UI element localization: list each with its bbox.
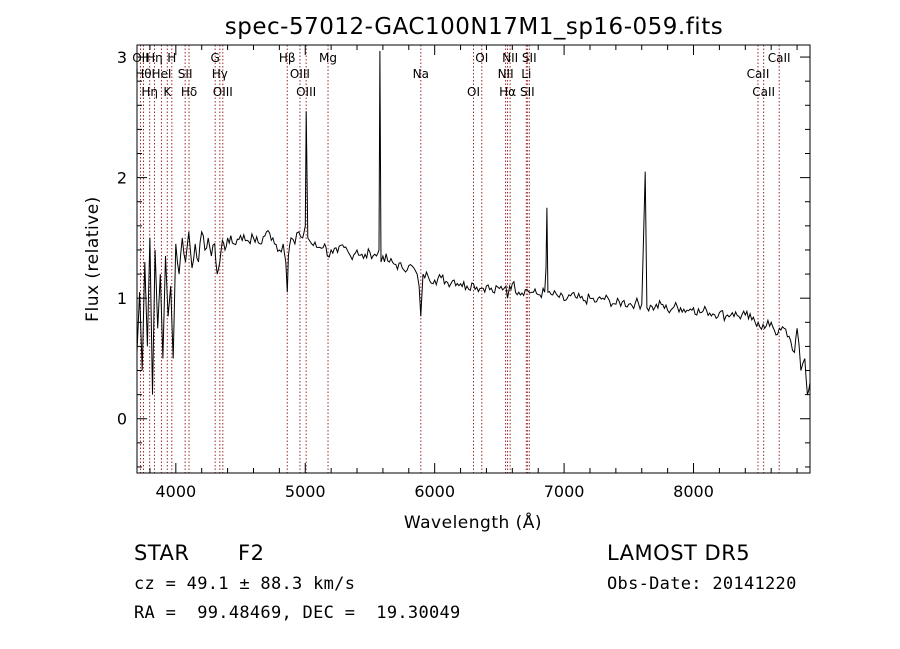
line-markers xyxy=(139,45,780,473)
line-marker-label: OII xyxy=(132,51,149,65)
line-marker-label: CaII xyxy=(747,67,770,81)
x-tick-label: 8000 xyxy=(673,482,714,501)
line-marker-label: OIII xyxy=(296,85,316,99)
line-marker-labels: OIIHθHηHηHeIKHSIIHδGHγOIIIHβOIIIOIIIMgNa… xyxy=(132,51,790,99)
x-tick-label: 6000 xyxy=(414,482,455,501)
line-marker-label: Mg xyxy=(319,51,337,65)
line-marker-label: HeI xyxy=(151,67,171,81)
y-axis-ticks: 0 1 2 3 xyxy=(117,48,810,468)
survey-name: LAMOST DR5 xyxy=(607,541,751,565)
line-marker-label: Li xyxy=(521,67,531,81)
y-tick-label: 2 xyxy=(117,169,127,188)
line-marker-label: H xyxy=(167,51,176,65)
coordinates-readout: RA = 99.48469, DEC = 19.30049 xyxy=(134,603,461,623)
line-marker-label: CaII xyxy=(752,85,775,99)
line-marker-label: NII xyxy=(502,51,518,65)
y-tick-label: 3 xyxy=(117,48,127,67)
y-tick-label: 0 xyxy=(117,410,127,429)
line-marker-label: NII xyxy=(498,67,514,81)
x-tick-label: 5000 xyxy=(285,482,326,501)
line-marker-label: SII xyxy=(520,85,535,99)
spectrum-line xyxy=(136,50,811,395)
x-axis-ticks: 4000 5000 6000 7000 8000 xyxy=(149,45,798,501)
plot-frame xyxy=(136,44,811,474)
x-tick-label: 4000 xyxy=(155,482,196,501)
line-marker-label: CaII xyxy=(768,51,791,65)
line-marker-label: Na xyxy=(413,67,429,81)
chart-title: spec-57012-GAC100N17M1_sp16-059.fits xyxy=(225,14,723,40)
line-marker-label: OIII xyxy=(290,67,310,81)
line-marker-label: OI xyxy=(475,51,488,65)
line-marker-label: K xyxy=(163,85,172,99)
line-marker-label: Hη xyxy=(141,85,158,99)
line-marker-label: Hδ xyxy=(181,85,197,99)
line-marker-label: Hα xyxy=(499,85,516,99)
spectrum-series xyxy=(136,50,811,395)
object-class: STAR xyxy=(134,541,190,565)
redshift-readout: cz = 49.1 ± 88.3 km/s xyxy=(134,574,356,594)
line-marker-label: SII xyxy=(522,51,537,65)
line-marker-label: OIII xyxy=(213,85,233,99)
line-marker-label: SII xyxy=(178,67,193,81)
line-marker-label: Hβ xyxy=(279,51,296,65)
line-marker-label: Hθ xyxy=(135,67,151,81)
line-marker-label: Hη xyxy=(146,51,163,65)
obs-date: Obs-Date: 20141220 xyxy=(607,574,797,594)
y-tick-label: 1 xyxy=(117,289,127,308)
line-marker-label: Hγ xyxy=(212,67,228,81)
line-marker-label: G xyxy=(211,51,220,65)
x-tick-label: 7000 xyxy=(544,482,585,501)
line-marker-label: OI xyxy=(467,85,480,99)
object-subclass: F2 xyxy=(238,541,265,565)
x-axis-label: Wavelength (Å) xyxy=(404,511,542,533)
y-axis-label: Flux (relative) xyxy=(83,196,103,322)
